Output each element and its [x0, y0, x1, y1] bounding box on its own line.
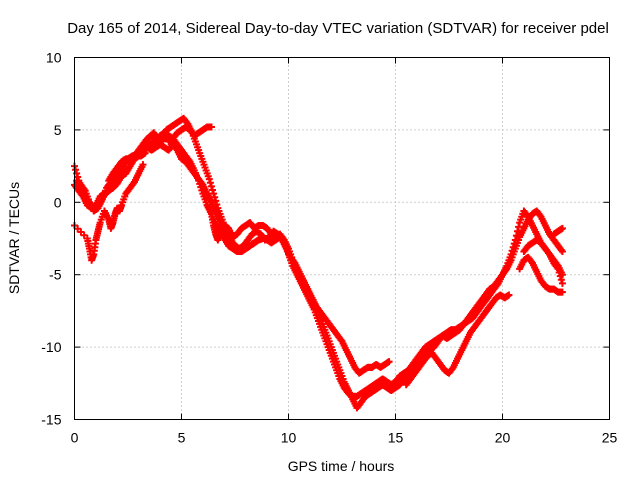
data-point: [72, 166, 80, 174]
y-axis-label: SDTVAR / TECUs: [6, 182, 22, 294]
x-tick-label: 15: [388, 430, 404, 446]
data-point: [207, 123, 215, 131]
series-track-7: [516, 253, 566, 296]
series-track-2: [71, 140, 566, 400]
series-track-6: [520, 236, 566, 287]
data-point: [558, 288, 566, 296]
y-tick-label: -15: [41, 412, 61, 428]
data-point: [558, 279, 566, 287]
data-point: [209, 186, 217, 194]
data-point: [213, 200, 221, 208]
data-point: [139, 161, 147, 169]
series-track-4: [105, 123, 215, 185]
series-track-3: [73, 114, 393, 377]
x-tick-label: 20: [495, 430, 511, 446]
y-tick-label: -5: [49, 267, 62, 283]
data-point: [385, 358, 393, 366]
x-tick-label: 5: [178, 430, 186, 446]
y-tick-label: 0: [54, 194, 62, 210]
y-tick-label: -10: [41, 339, 61, 355]
series-track-9: [71, 161, 147, 264]
data-point: [505, 291, 513, 299]
data-points: [71, 114, 566, 412]
data-point: [210, 190, 218, 198]
series-track-5: [402, 291, 513, 389]
data-point: [554, 265, 562, 273]
data-point: [205, 175, 213, 183]
data-point: [556, 272, 564, 280]
data-point: [212, 197, 220, 205]
x-tick-label: 25: [602, 430, 618, 446]
series-track-10: [203, 201, 275, 244]
data-point: [206, 179, 214, 187]
data-point: [555, 269, 563, 277]
plot-frame: [74, 57, 610, 420]
data-point: [211, 193, 219, 201]
series-track-1: [71, 132, 566, 412]
y-tick-label: 5: [54, 122, 62, 138]
x-tick-label: 0: [71, 430, 79, 446]
data-point: [267, 230, 275, 238]
data-point: [142, 145, 150, 153]
y-tick-label: 10: [46, 50, 62, 66]
data-point: [557, 276, 565, 284]
data-point: [207, 182, 215, 190]
x-axis-label: GPS time / hours: [288, 458, 395, 474]
series-track-8: [550, 224, 566, 238]
data-point: [515, 223, 523, 231]
data-point: [141, 149, 149, 157]
x-tick-label: 10: [281, 430, 297, 446]
chart-title: Day 165 of 2014, Sidereal Day-to-day VTE…: [67, 20, 609, 37]
data-point: [558, 248, 566, 256]
data-point: [558, 224, 566, 232]
grid-lines: [74, 57, 610, 420]
